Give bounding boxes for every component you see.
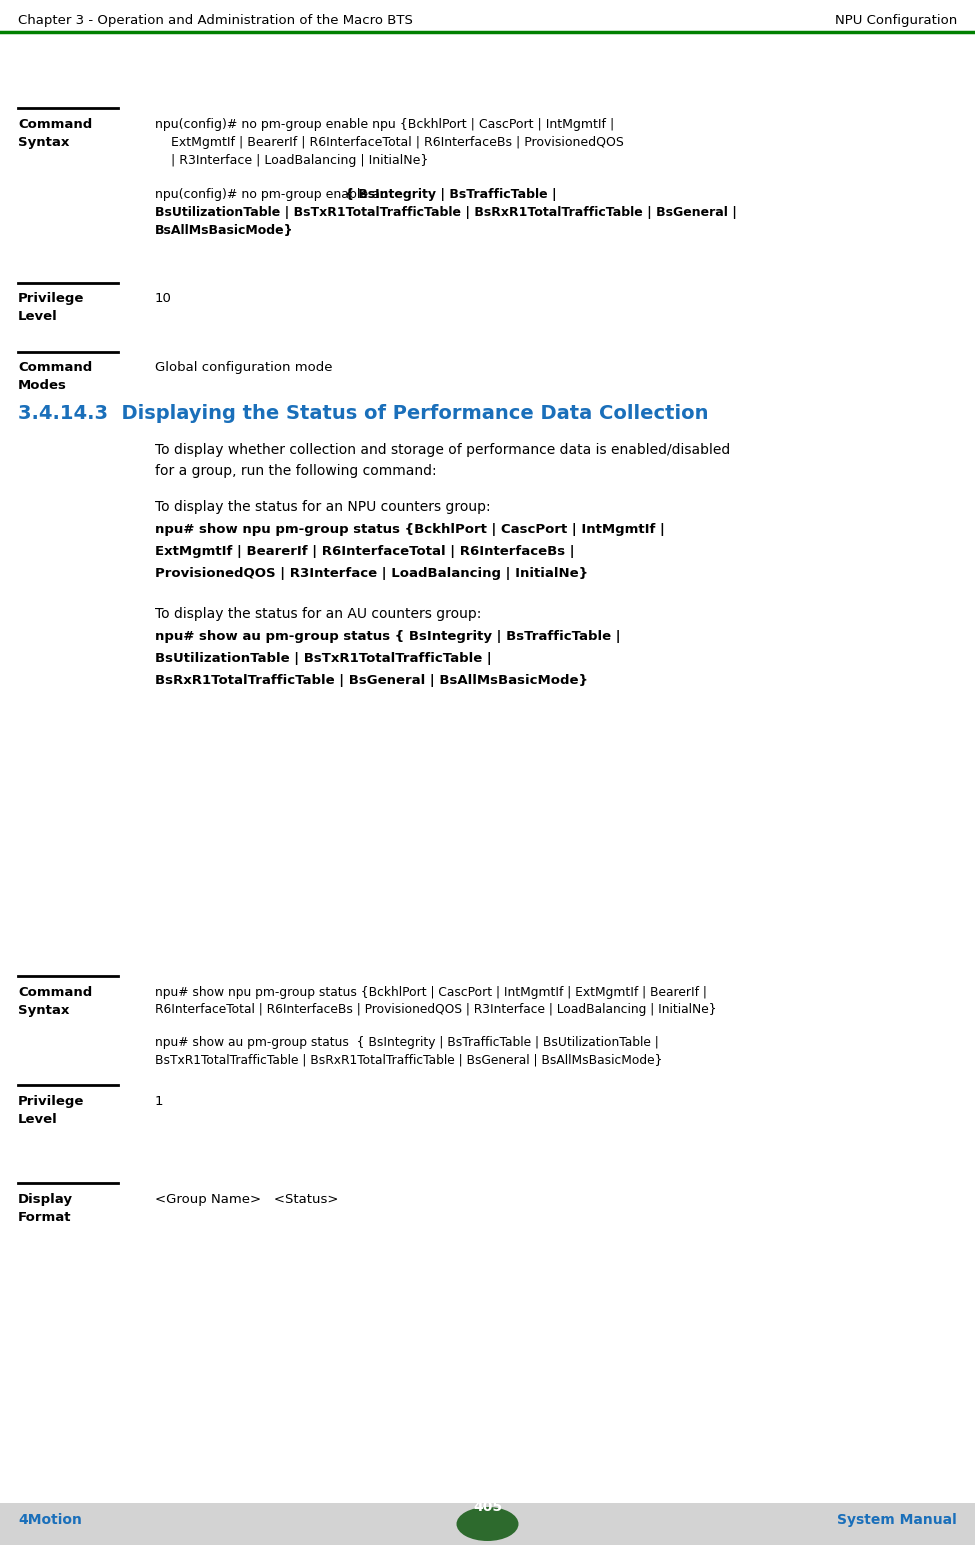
Text: npu# show npu pm-group status {BckhlPort | CascPort | IntMgmtIf |: npu# show npu pm-group status {BckhlPort… xyxy=(155,524,665,536)
Text: BsTxR1TotalTrafficTable | BsRxR1TotalTrafficTable | BsGeneral | BsAllMsBasicMode: BsTxR1TotalTrafficTable | BsRxR1TotalTra… xyxy=(155,1054,662,1066)
Text: 3.4.14.3  Displaying the Status of Performance Data Collection: 3.4.14.3 Displaying the Status of Perfor… xyxy=(18,403,709,423)
Text: ProvisionedQOS | R3Interface | LoadBalancing | InitialNe}: ProvisionedQOS | R3Interface | LoadBalan… xyxy=(155,567,588,579)
Text: R6InterfaceTotal | R6InterfaceBs | ProvisionedQOS | R3Interface | LoadBalancing : R6InterfaceTotal | R6InterfaceBs | Provi… xyxy=(155,1003,717,1017)
Text: To display the status for an NPU counters group:: To display the status for an NPU counter… xyxy=(155,501,490,514)
Text: npu# show au pm-group status { BsIntegrity | BsTrafficTable |: npu# show au pm-group status { BsIntegri… xyxy=(155,630,621,643)
Text: To display whether collection and storage of performance data is enabled/disable: To display whether collection and storag… xyxy=(155,443,730,457)
Ellipse shape xyxy=(456,1506,519,1540)
Text: Privilege
Level: Privilege Level xyxy=(18,1095,85,1126)
Text: Global configuration mode: Global configuration mode xyxy=(155,362,332,374)
Bar xyxy=(0,1503,975,1545)
Text: Display
Format: Display Format xyxy=(18,1193,73,1224)
Text: Command
Modes: Command Modes xyxy=(18,362,93,392)
Text: { BsIntegrity | BsTrafficTable |: { BsIntegrity | BsTrafficTable | xyxy=(345,188,557,201)
Text: BsRxR1TotalTrafficTable | BsGeneral | BsAllMsBasicMode}: BsRxR1TotalTrafficTable | BsGeneral | Bs… xyxy=(155,674,588,688)
Text: Chapter 3 - Operation and Administration of the Macro BTS: Chapter 3 - Operation and Administration… xyxy=(18,14,412,26)
Text: To display the status for an AU counters group:: To display the status for an AU counters… xyxy=(155,607,482,621)
Text: 405: 405 xyxy=(473,1500,502,1514)
Text: npu(config)# no pm-group enable au: npu(config)# no pm-group enable au xyxy=(155,188,392,201)
Text: NPU Configuration: NPU Configuration xyxy=(835,14,957,26)
Text: BsUtilizationTable | BsTxR1TotalTrafficTable |: BsUtilizationTable | BsTxR1TotalTrafficT… xyxy=(155,652,491,664)
Text: npu# show npu pm-group status {BckhlPort | CascPort | IntMgmtIf | ExtMgmtIf | Be: npu# show npu pm-group status {BckhlPort… xyxy=(155,986,707,1000)
Text: npu# show au pm-group status  { BsIntegrity | BsTrafficTable | BsUtilizationTabl: npu# show au pm-group status { BsIntegri… xyxy=(155,1037,659,1049)
Text: for a group, run the following command:: for a group, run the following command: xyxy=(155,464,437,477)
Text: npu(config)# no pm-group enable npu {BckhlPort | CascPort | IntMgmtIf |: npu(config)# no pm-group enable npu {Bck… xyxy=(155,117,614,131)
Text: ExtMgmtIf | BearerIf | R6InterfaceTotal | R6InterfaceBs |: ExtMgmtIf | BearerIf | R6InterfaceTotal … xyxy=(155,545,574,558)
Text: 4Motion: 4Motion xyxy=(18,1513,82,1526)
Text: System Manual: System Manual xyxy=(838,1513,957,1526)
Text: 10: 10 xyxy=(155,292,172,304)
Text: Command
Syntax: Command Syntax xyxy=(18,117,93,148)
Text: | R3Interface | LoadBalancing | InitialNe}: | R3Interface | LoadBalancing | InitialN… xyxy=(155,154,428,167)
Text: Command
Syntax: Command Syntax xyxy=(18,986,93,1017)
Text: BsAllMsBasicMode}: BsAllMsBasicMode} xyxy=(155,224,293,236)
Text: ExtMgmtIf | BearerIf | R6InterfaceTotal | R6InterfaceBs | ProvisionedQOS: ExtMgmtIf | BearerIf | R6InterfaceTotal … xyxy=(155,136,624,148)
Text: 1: 1 xyxy=(155,1095,164,1108)
Text: Privilege
Level: Privilege Level xyxy=(18,292,85,323)
Text: BsUtilizationTable | BsTxR1TotalTrafficTable | BsRxR1TotalTrafficTable | BsGener: BsUtilizationTable | BsTxR1TotalTrafficT… xyxy=(155,205,737,219)
Text: <Group Name>   <Status>: <Group Name> <Status> xyxy=(155,1193,338,1207)
